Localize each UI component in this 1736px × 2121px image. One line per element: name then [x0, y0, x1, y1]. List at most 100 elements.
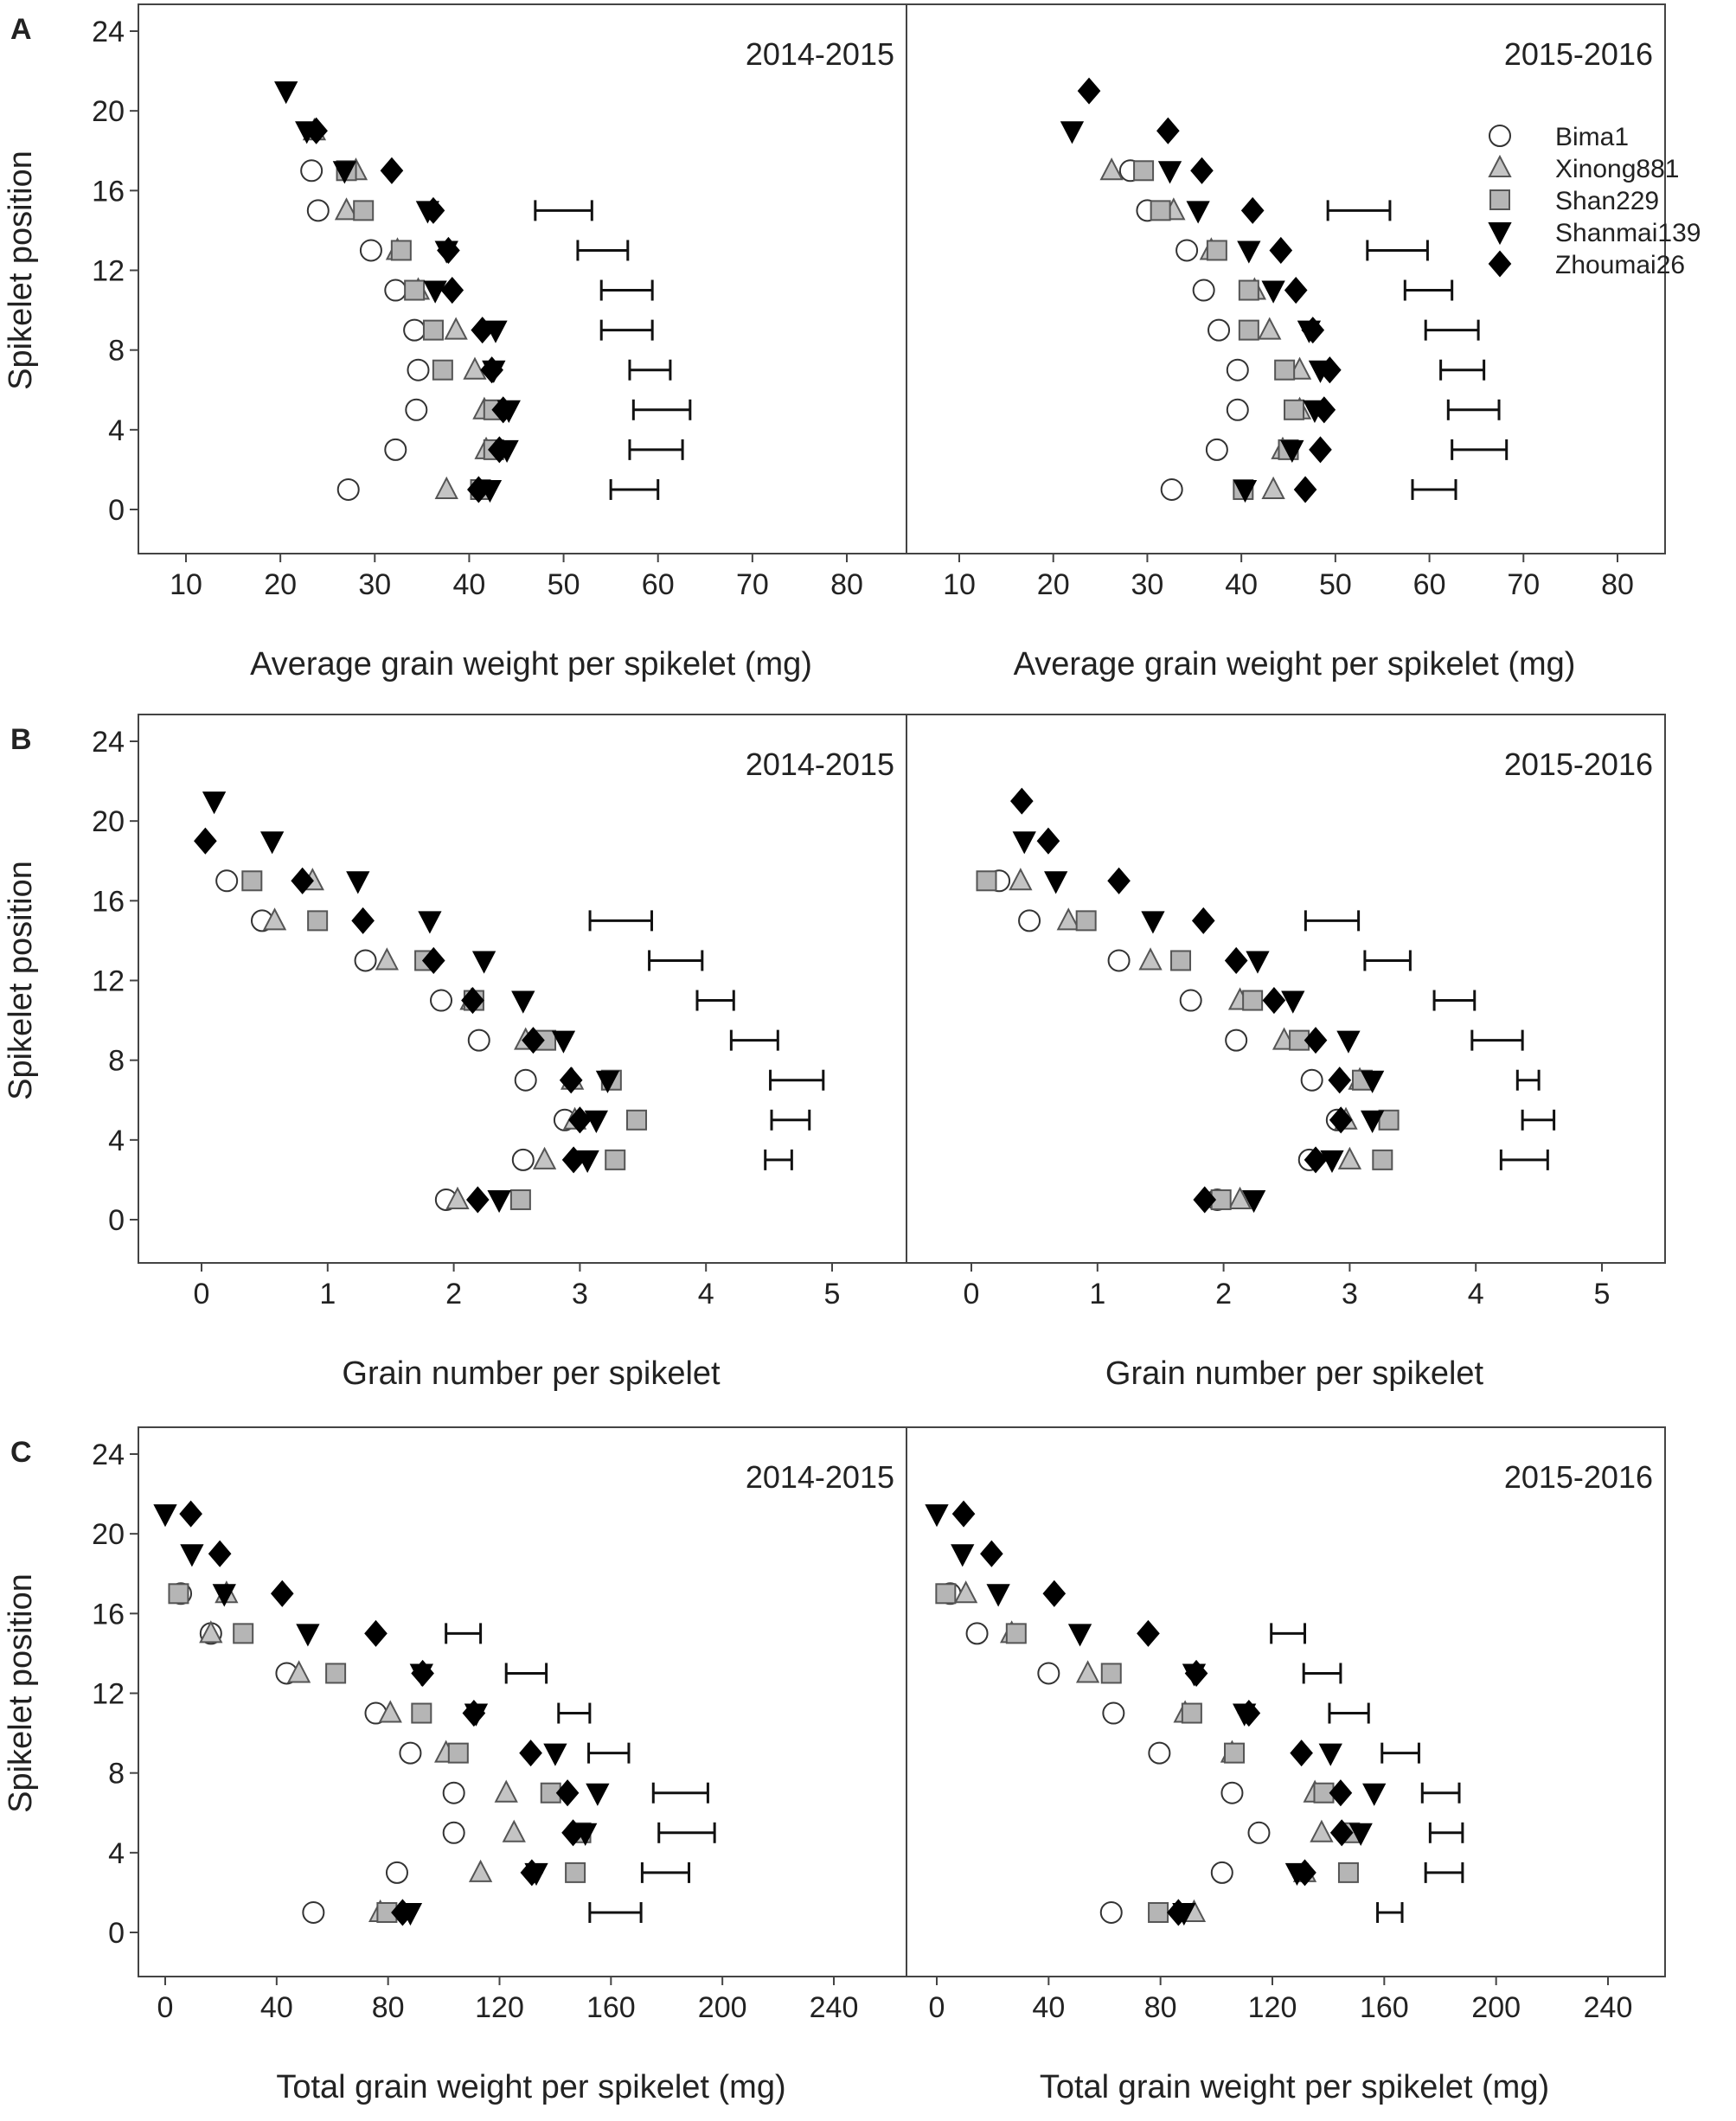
data-point-shan229 [1133, 160, 1155, 182]
data-point-bima1 [1018, 909, 1041, 932]
data-point-shan229 [1284, 399, 1305, 420]
data-point-bima1 [336, 477, 360, 501]
data-point-shan229 [447, 1742, 469, 1764]
x-tick-label: 3 [572, 1278, 588, 1310]
data-point-shan229 [1075, 910, 1097, 932]
error-bar [534, 200, 593, 221]
data-point-zhoumai26 [1304, 1027, 1328, 1054]
data-point-bima1 [514, 1068, 537, 1092]
data-point-zhoumai26 [561, 1819, 585, 1847]
data-point-shan229 [422, 319, 444, 341]
data-point-bima1 [1160, 477, 1183, 501]
data-point-bima1 [1226, 358, 1249, 381]
x-tick-label: 80 [372, 1991, 405, 2024]
legend: Bima1 Xinong881 Shan229 Shanmai139 Zhoumai26 [1488, 123, 1701, 279]
error-bar [1420, 1782, 1461, 1804]
data-point-zhoumai26 [461, 987, 484, 1015]
error-bar [1424, 1861, 1464, 1883]
data-point-zhoumai26 [1191, 907, 1215, 934]
data-point-zhoumai26 [1036, 827, 1060, 855]
data-point-shanmai139 [1060, 121, 1085, 144]
series-shanmai139 [925, 1504, 1387, 1926]
data-point-xinong881 [1056, 907, 1080, 931]
data-point-xinong881 [1009, 868, 1033, 891]
data-point-xinong881 [1227, 1186, 1252, 1209]
data-point-zhoumai26 [1329, 1819, 1354, 1847]
y-tick-label: 16 [92, 885, 125, 918]
data-point-shanmai139 [951, 1544, 975, 1567]
error-bar [657, 1822, 716, 1843]
data-point-shanmai139 [925, 1504, 949, 1528]
data-point-xinong881 [378, 1700, 402, 1723]
data-point-shan229 [1206, 240, 1227, 261]
y-axis-label: Spikelet position [3, 1573, 39, 1813]
data-point-zhoumai26 [1107, 867, 1131, 894]
data-point-shan229 [935, 1583, 957, 1605]
data-point-shan229 [1170, 950, 1192, 971]
data-point-bima1 [1208, 318, 1231, 342]
panel-b-right: 2015-2016 0 1 2 3 4 5 Grain number per spikelet [906, 714, 1666, 1392]
data-point-shanmai139 [471, 951, 496, 974]
x-tick-label: 70 [1507, 568, 1540, 601]
data-point-bima1 [399, 1741, 422, 1765]
legend-marker-shanmai139 [1488, 222, 1512, 246]
error-bar [557, 1702, 592, 1724]
data-point-shanmai139 [1012, 831, 1036, 855]
data-point-bima1 [511, 1148, 535, 1171]
data-point-xinong881 [262, 907, 287, 931]
data-point-shan229 [1372, 1149, 1393, 1170]
x-tick-label: 2 [1215, 1278, 1232, 1310]
data-point-zhoumai26 [179, 1500, 202, 1528]
error-bar [1446, 399, 1501, 420]
data-point-bima1 [359, 239, 382, 262]
data-point-shanmai139 [1157, 161, 1182, 184]
data-point-bima1 [300, 159, 323, 183]
legend-marker-bima1 [1489, 125, 1511, 147]
error-bar [764, 1149, 793, 1170]
data-point-zhoumai26 [1240, 196, 1265, 224]
data-point-xinong881 [1138, 947, 1163, 971]
data-point-bima1 [965, 1622, 989, 1645]
data-point-shan229 [626, 1109, 648, 1131]
data-point-shan229 [1242, 990, 1264, 1011]
error-bar [648, 950, 704, 971]
panel-title: 2015-2016 [1504, 1459, 1653, 1495]
data-point-shan229 [1378, 1109, 1400, 1131]
data-point-zhoumai26 [421, 196, 445, 224]
data-point-bima1 [1102, 1701, 1125, 1725]
legend-label: Shanmai139 [1555, 219, 1701, 247]
data-point-shan229 [1224, 1742, 1246, 1764]
data-point-shanmai139 [423, 280, 447, 304]
data-point-xinong881 [286, 1660, 311, 1683]
data-point-xinong881 [444, 317, 468, 340]
data-point-bima1 [1148, 1741, 1171, 1765]
data-point-xinong881 [502, 1819, 526, 1842]
data-point-zhoumai26 [1328, 1067, 1352, 1094]
series-bima1 [300, 159, 430, 501]
data-point-xinong881 [1337, 1146, 1362, 1169]
data-point-xinong881 [434, 476, 458, 499]
series-shanmai139 [1012, 831, 1385, 1214]
data-point-zhoumai26 [208, 1540, 232, 1567]
error-bar [729, 1029, 779, 1051]
x-tick-label: 20 [1037, 568, 1070, 601]
data-point-shanmai139 [1320, 1150, 1344, 1174]
data-point-zhoumai26 [1224, 946, 1248, 974]
data-point-bima1 [215, 869, 239, 893]
data-point-zhoumai26 [561, 1146, 586, 1174]
data-point-bima1 [430, 989, 453, 1012]
error-bar [695, 990, 735, 1011]
data-point-bima1 [1247, 1821, 1271, 1844]
data-point-shan229 [1150, 200, 1171, 221]
y-tick-label: 16 [92, 1598, 125, 1631]
data-point-bima1 [1192, 279, 1215, 302]
data-point-shanmai139 [487, 1189, 511, 1214]
x-tick-label: 0 [157, 1991, 174, 2024]
data-point-zhoumai26 [467, 476, 490, 503]
plot-frame [138, 3, 907, 554]
legend-marker-shan229 [1489, 189, 1510, 210]
x-tick-label: 2 [445, 1278, 462, 1310]
error-bar [1411, 478, 1457, 500]
data-point-shan229 [307, 910, 329, 932]
